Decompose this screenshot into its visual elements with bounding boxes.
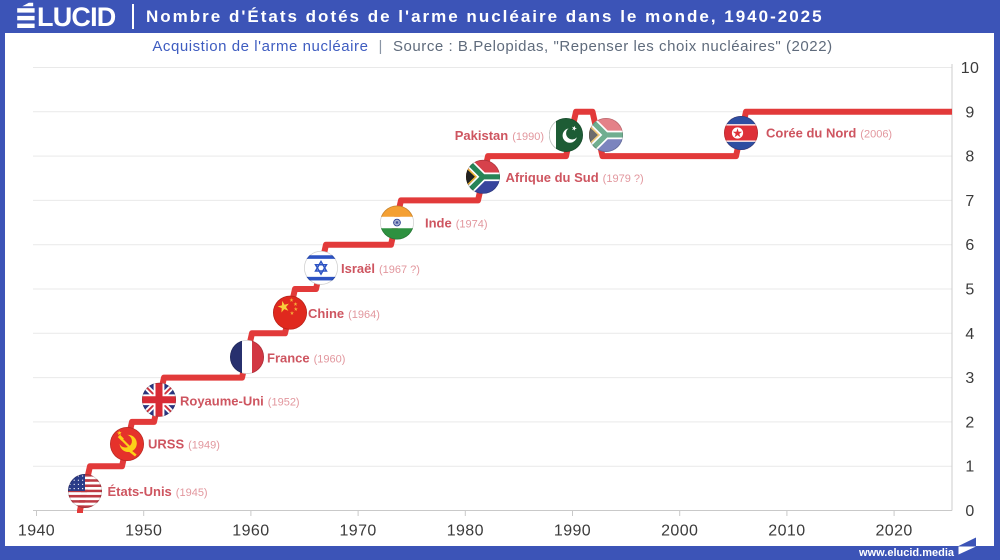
svg-text:1990: 1990 <box>554 523 591 540</box>
svg-text:2000: 2000 <box>661 523 698 540</box>
svg-text:Israël(1967 ?): Israël (1967 ?) <box>341 261 420 276</box>
svg-text:URSS(1949): URSS (1949) <box>148 437 220 452</box>
svg-text:États-Unis(1945): États-Unis (1945) <box>108 484 208 499</box>
svg-text:1940: 1940 <box>18 523 55 540</box>
svg-text:10: 10 <box>961 60 980 77</box>
svg-text:2: 2 <box>965 414 974 431</box>
svg-text:3: 3 <box>965 370 974 387</box>
svg-text:Royaume-Uni(1952): Royaume-Uni (1952) <box>180 393 300 408</box>
svg-text:Pakistan(1990): Pakistan (1990) <box>455 128 544 143</box>
svg-text:6: 6 <box>965 237 974 254</box>
svg-text:0: 0 <box>965 503 974 520</box>
svg-text:France(1960): France (1960) <box>267 351 345 366</box>
svg-text:1960: 1960 <box>232 523 269 540</box>
svg-text:Inde(1974): Inde (1974) <box>425 216 488 231</box>
svg-text:5: 5 <box>965 282 974 299</box>
svg-text:Afrique du Sud(1979 ?): Afrique du Sud (1979 ?) <box>506 170 644 185</box>
svg-text:2020: 2020 <box>875 523 912 540</box>
svg-text:Chine(1964): Chine (1964) <box>308 306 380 321</box>
svg-text:1970: 1970 <box>339 523 376 540</box>
svg-text:1: 1 <box>965 459 974 476</box>
svg-text:8: 8 <box>965 149 974 166</box>
svg-text:9: 9 <box>965 104 974 121</box>
svg-text:2010: 2010 <box>768 523 805 540</box>
svg-text:7: 7 <box>965 193 974 210</box>
svg-text:1950: 1950 <box>125 523 162 540</box>
svg-text:1980: 1980 <box>447 523 484 540</box>
svg-text:4: 4 <box>965 326 974 343</box>
svg-text:Corée du Nord(2006): Corée du Nord (2006) <box>766 126 892 141</box>
